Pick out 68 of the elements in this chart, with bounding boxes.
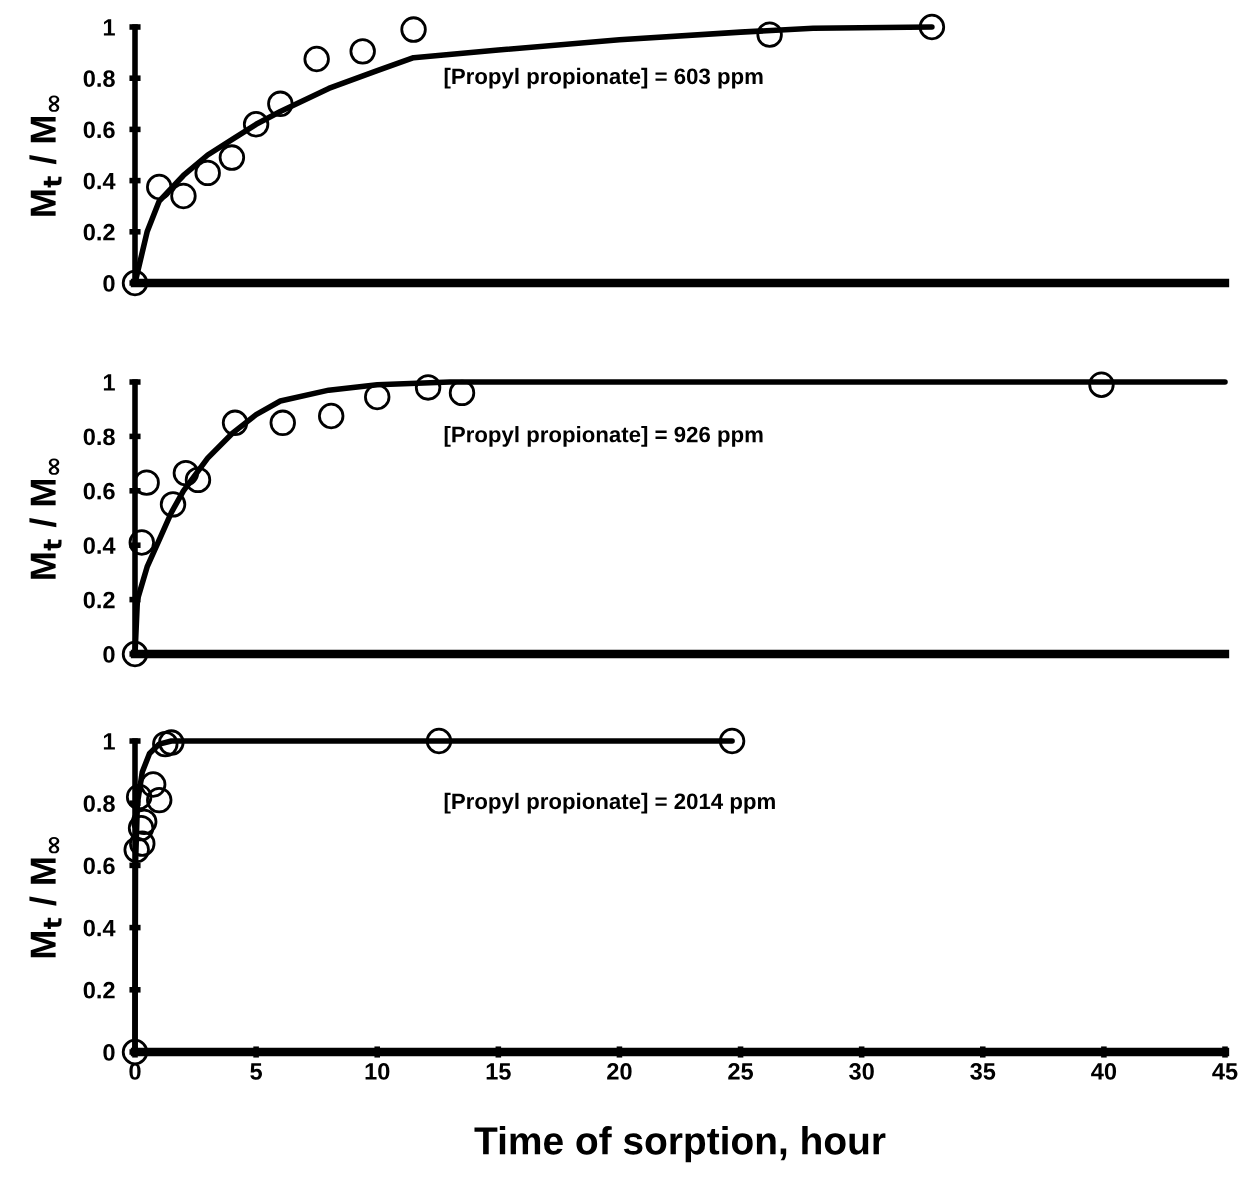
point	[158, 729, 185, 756]
y-axis-title: M$_{t}$ / M$_{∞}$	[29, 458, 62, 579]
point	[127, 814, 155, 842]
point	[123, 836, 150, 864]
point	[121, 269, 149, 297]
y-tick-label: 1	[103, 374, 115, 391]
point	[128, 529, 155, 556]
x-tick-label: 35	[970, 1063, 996, 1080]
point	[221, 409, 249, 436]
point	[129, 830, 156, 857]
point	[146, 786, 173, 814]
x-tick-label: 15	[486, 1063, 511, 1080]
annotation: [Propyl propionate] = 603 ppm	[444, 67, 763, 89]
y-tick-label: 0	[103, 275, 115, 292]
point	[267, 90, 294, 117]
point	[152, 730, 179, 758]
x-tick-label: 10	[365, 1063, 390, 1080]
y-tick-label: 0.6	[83, 857, 115, 875]
point	[303, 45, 330, 73]
y-tick-label: 0	[103, 1044, 115, 1061]
point	[194, 159, 221, 187]
point	[172, 459, 200, 487]
point	[1088, 371, 1115, 398]
y-tick-label: 0.8	[83, 70, 115, 87]
y-tick-label: 0.8	[83, 795, 115, 812]
point	[121, 640, 149, 668]
x-tick-label: 40	[1091, 1063, 1117, 1080]
y-tick-label: 1	[103, 19, 115, 36]
y-tick-label: 0.6	[83, 482, 115, 500]
y-tick-label: 0	[103, 646, 115, 663]
point	[414, 374, 442, 401]
y-tick-label: 0.6	[83, 121, 115, 139]
y-axis-title: M$_{t}$ / M$_{∞}$	[29, 836, 62, 958]
y-tick-label: 0.4	[83, 537, 116, 554]
point	[184, 466, 212, 494]
point	[121, 1038, 149, 1066]
point	[448, 379, 476, 407]
annotation: [Propyl propionate] = 2014 ppm	[444, 792, 775, 814]
y-tick-label: 1	[103, 733, 115, 750]
point	[170, 182, 197, 210]
point	[400, 16, 427, 43]
x-tick-label: 45	[1212, 1063, 1238, 1080]
y-tick-label: 0.2	[83, 223, 115, 241]
x-tick-label: 25	[728, 1063, 754, 1080]
point	[146, 173, 173, 201]
point	[756, 21, 783, 48]
point	[349, 38, 376, 65]
x-axis-title: Time of sorption, hour	[474, 1126, 886, 1163]
y-tick-label: 0.2	[83, 591, 115, 609]
point	[218, 144, 246, 171]
x-tick-label: 30	[849, 1063, 874, 1080]
point	[125, 783, 153, 811]
point	[318, 402, 345, 430]
point	[425, 727, 453, 755]
point	[918, 13, 946, 41]
y-axis-title: M$_{t}$ / M$_{∞}$	[29, 95, 62, 216]
x-tick-label: 20	[607, 1063, 632, 1080]
point	[139, 771, 167, 798]
annotation: [Propyl propionate] = 926 ppm	[444, 426, 763, 447]
x-tick-label: 5	[250, 1063, 263, 1080]
y-tick-label: 0.4	[83, 919, 116, 937]
y-tick-label: 0.8	[83, 428, 115, 446]
y-tick-label: 0.4	[83, 172, 116, 190]
point	[159, 491, 187, 518]
point	[242, 111, 270, 138]
point	[718, 727, 746, 755]
y-tick-label: 0.2	[83, 981, 115, 999]
point	[269, 409, 296, 436]
